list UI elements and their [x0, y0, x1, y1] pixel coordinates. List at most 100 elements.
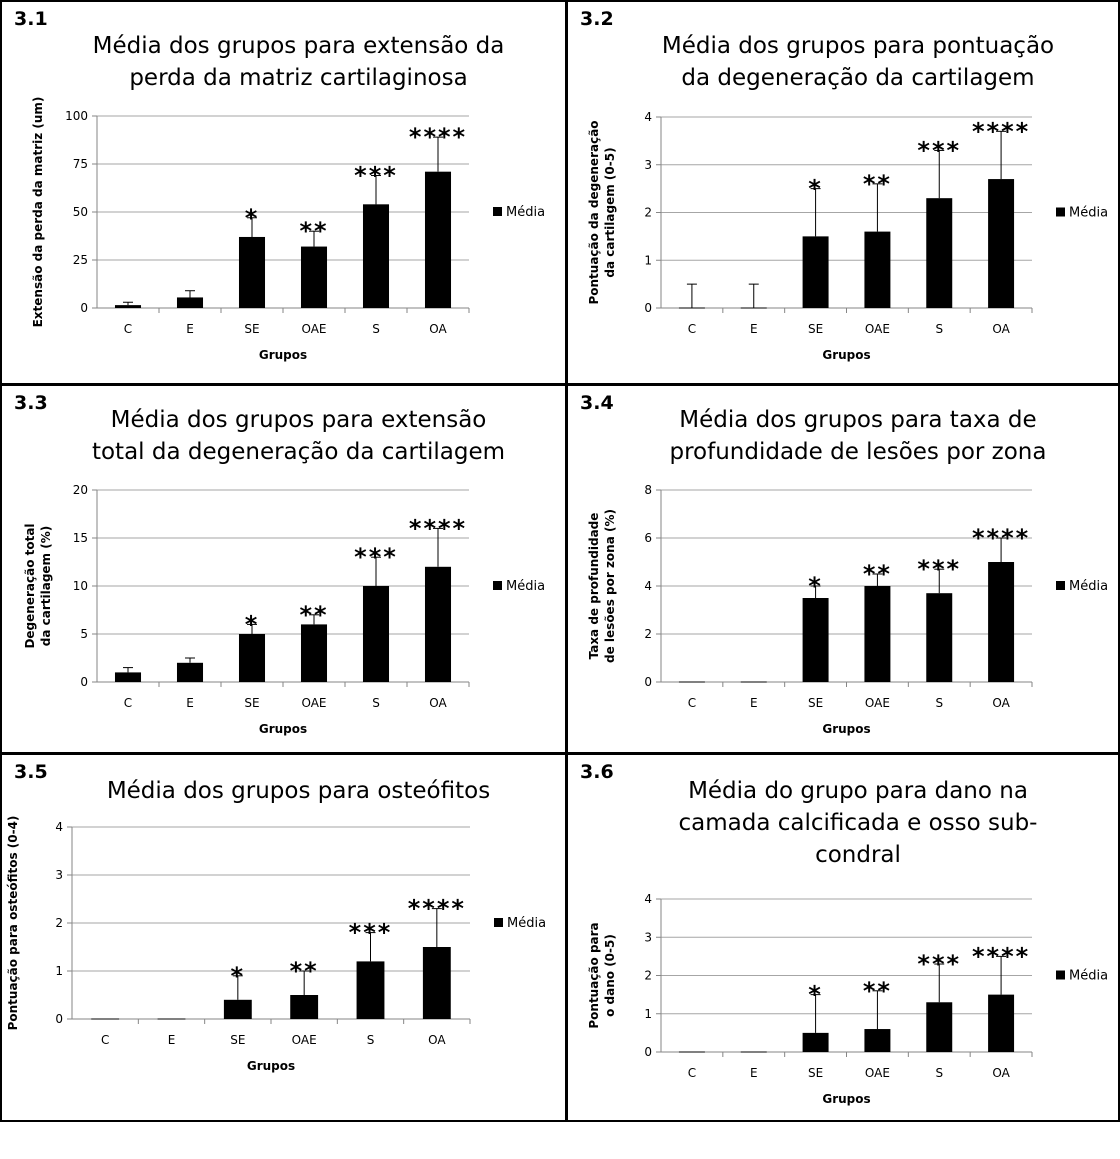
chart-title-line: Média dos grupos para extensão: [110, 407, 487, 433]
bar: [290, 995, 319, 1019]
y-tick-label: 75: [73, 157, 88, 171]
y-tick-label: 0: [80, 301, 88, 315]
x-tick-label: E: [186, 696, 194, 710]
y-tick-label: 1: [644, 253, 652, 267]
significance-label: *: [808, 981, 823, 1009]
x-tick-label: E: [750, 322, 758, 336]
bar: [300, 246, 328, 308]
significance-label: *: [245, 204, 260, 232]
chart-svg: 0 1 2 3 4 C E * SE ** OAE *** S **** OA Grupos Pontuação…: [6, 816, 546, 1073]
significance-label: ***: [354, 543, 398, 571]
bar: [988, 994, 1015, 1052]
bar: [864, 231, 891, 308]
x-tick-label: C: [688, 696, 696, 710]
significance-label: ***: [917, 136, 961, 164]
y-tick-label: 2: [644, 969, 652, 983]
x-tick-label: E: [186, 322, 194, 336]
significance-label: **: [863, 977, 892, 1005]
significance-label: **: [863, 170, 892, 198]
y-tick-label: 10: [73, 579, 88, 593]
significance-label: **: [299, 601, 328, 629]
significance-label: *: [231, 962, 246, 990]
x-tick-label: S: [367, 1033, 375, 1047]
y-tick-label: 0: [55, 1012, 63, 1026]
bar: [362, 586, 390, 682]
bar: [864, 1029, 891, 1052]
y-tick-label: 2: [644, 627, 652, 641]
x-tick-label: S: [372, 696, 380, 710]
panel-number: 3.3: [14, 392, 48, 414]
x-tick-label: OA: [429, 322, 447, 336]
bar: [114, 672, 142, 682]
y-axis-title: Taxa de profundidade: [587, 513, 601, 660]
chart-svg: 0 2 4 6 8 C E * SE ** OAE *** S **** OA Grupos Taxa de p…: [587, 483, 1108, 736]
significance-label: ***: [349, 919, 393, 947]
bar: [926, 593, 953, 682]
y-axis-title: de lesões por zona (%): [603, 509, 617, 663]
significance-label: ***: [917, 555, 961, 583]
y-axis-title: Pontuação para osteófitos (0-4): [6, 816, 20, 1031]
legend-label: Média: [506, 205, 545, 220]
chart-panel: 3.5 Média dos grupos para osteófitos 0 1 2 3 4…: [0, 753, 567, 1122]
chart-panel: 3.1 Média dos grupos para extensão da perd…: [0, 0, 567, 385]
y-tick-label: 5: [80, 627, 88, 641]
chart-title-line: Média dos grupos para taxa de: [679, 407, 1037, 433]
significance-label: ****: [409, 123, 467, 151]
chart-title: Média dos grupos para extensão total da d…: [42, 404, 555, 468]
legend-label: Média: [1069, 579, 1108, 594]
y-axis-title: da cartilagem (%): [39, 526, 53, 646]
x-axis-title: Grupos: [259, 348, 307, 362]
x-tick-label: SE: [808, 696, 823, 710]
y-tick-label: 2: [644, 206, 652, 220]
significance-label: **: [863, 560, 892, 588]
chart-title-line: total da degeneração da cartilagem: [91, 439, 506, 465]
chart-title: Média dos grupos para pontuação da degene…: [608, 30, 1108, 94]
bar: [362, 204, 390, 308]
x-tick-label: C: [101, 1033, 109, 1047]
bar: [238, 236, 266, 308]
y-tick-label: 100: [65, 109, 88, 123]
x-tick-label: OA: [429, 696, 447, 710]
y-tick-label: 2: [55, 916, 63, 930]
y-axis-title: Pontuação da degeneração: [587, 120, 601, 304]
x-tick-label: OAE: [301, 696, 326, 710]
y-tick-label: 0: [80, 675, 88, 689]
y-tick-label: 6: [644, 531, 652, 545]
y-tick-label: 25: [73, 253, 88, 267]
panel-number: 3.2: [580, 8, 614, 30]
x-axis-title: Grupos: [247, 1059, 295, 1073]
y-tick-label: 0: [644, 1045, 652, 1059]
y-tick-label: 4: [644, 110, 652, 124]
x-axis-title: Grupos: [822, 722, 870, 736]
significance-label: ****: [972, 117, 1030, 145]
y-tick-label: 1: [55, 964, 63, 978]
y-axis-title: Extensão da perda da matriz (um): [31, 97, 45, 328]
x-tick-label: S: [935, 696, 943, 710]
bar: [802, 1032, 829, 1052]
legend-label: Média: [1069, 206, 1108, 221]
bar: [926, 1002, 953, 1052]
x-tick-label: OAE: [865, 696, 890, 710]
x-tick-label: OA: [992, 1066, 1010, 1080]
bar: [988, 562, 1015, 682]
bar: [802, 598, 829, 682]
chart-title-line: Média do grupo para dano na: [688, 778, 1028, 804]
chart-panel: 3.2 Média dos grupos para pontuação da deg…: [566, 0, 1120, 385]
y-tick-label: 4: [644, 579, 652, 593]
significance-label: **: [290, 957, 319, 985]
significance-label: *: [808, 175, 823, 203]
legend-swatch: [1056, 970, 1065, 980]
legend-swatch: [1056, 581, 1065, 590]
bar: [424, 171, 452, 308]
bar: [176, 662, 204, 682]
chart-title-line: condral: [815, 842, 901, 868]
bar: [114, 305, 142, 308]
panel-number: 3.1: [14, 8, 48, 30]
significance-label: **: [299, 217, 328, 245]
bar: [223, 999, 252, 1019]
x-tick-label: E: [750, 1066, 758, 1080]
y-tick-label: 0: [644, 675, 652, 689]
chart-svg: 0 1 2 3 4 C E * SE ** OAE *** S **** OA Grupos Pontuação…: [587, 892, 1108, 1106]
legend-label: Média: [507, 916, 546, 931]
panel-number: 3.5: [14, 761, 48, 783]
